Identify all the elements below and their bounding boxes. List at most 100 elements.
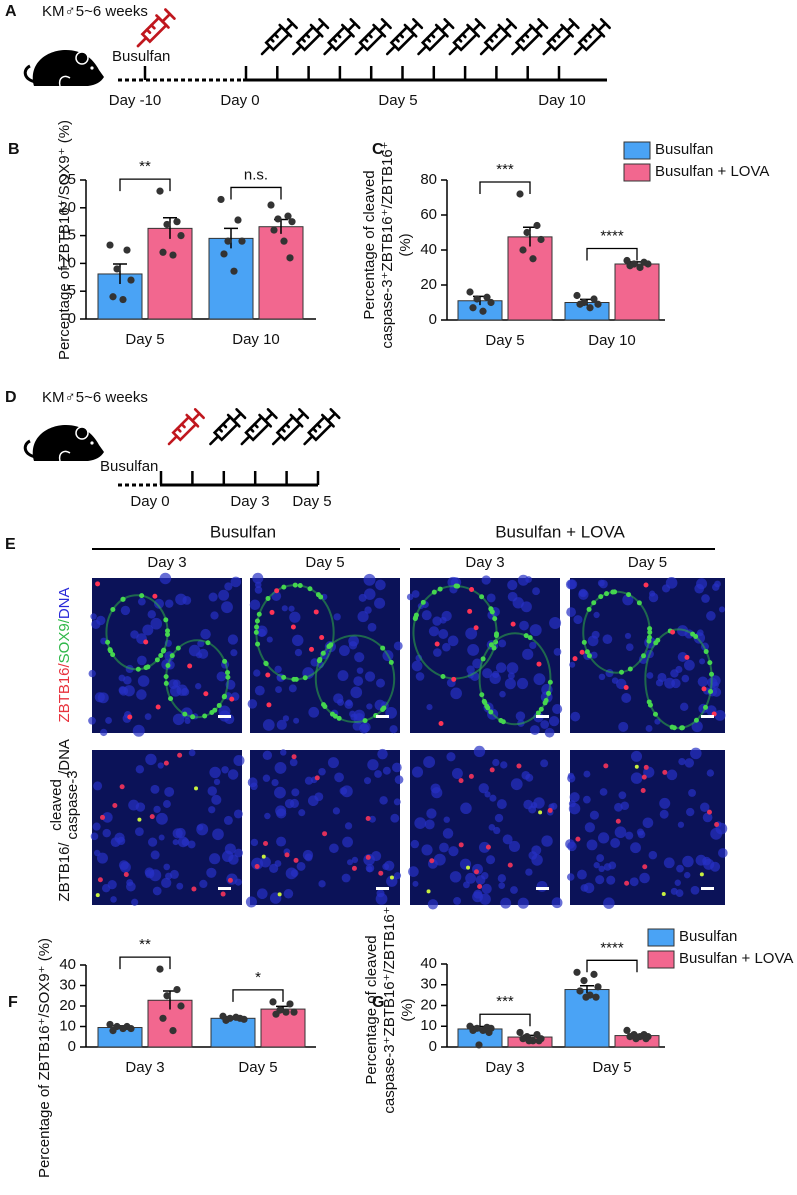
nucleus — [357, 611, 369, 623]
zbtb16-cell — [191, 886, 197, 892]
data-point — [290, 1008, 298, 1016]
nucleus — [102, 828, 111, 838]
nucleus — [274, 665, 282, 673]
nucleus — [589, 810, 599, 820]
micrograph — [565, 577, 726, 733]
sox9-cell — [182, 711, 188, 717]
nucleus — [367, 622, 377, 632]
caspase-cell — [194, 786, 199, 791]
x-tick-label: Day 3 — [485, 1059, 524, 1076]
nucleus — [442, 828, 454, 839]
nucleus — [421, 610, 432, 621]
nucleus — [234, 848, 243, 858]
panel-label: E — [5, 536, 16, 553]
data-point — [594, 300, 602, 308]
nucleus — [432, 616, 442, 626]
nucleus — [675, 889, 684, 897]
nucleus — [502, 834, 513, 845]
sox9-cell — [158, 653, 164, 659]
x-tick-label: Day 10 — [588, 332, 636, 349]
nucleus — [276, 808, 287, 819]
nucleus — [227, 769, 239, 780]
data-point — [525, 1037, 533, 1045]
sox9-cell — [693, 717, 699, 723]
zbtb16-cell — [510, 621, 516, 627]
zbtb16-cell — [163, 760, 169, 766]
nucleus — [522, 648, 534, 660]
y-axis-label: caspase-3⁺ZBTB16⁺/ZBTB16⁺ — [379, 141, 396, 348]
sox9-cell — [254, 618, 260, 624]
data-point — [159, 1014, 167, 1022]
data-point — [113, 265, 121, 273]
panel-label: D — [5, 389, 17, 406]
nucleus — [218, 589, 230, 601]
nucleus — [137, 675, 150, 687]
row-label-part: DNA — [56, 587, 73, 619]
nucleus — [540, 720, 550, 729]
data-point — [270, 226, 278, 234]
bar — [208, 237, 254, 320]
nucleus — [423, 756, 436, 769]
data-point — [576, 300, 584, 308]
nucleus — [341, 873, 351, 883]
zbtb16-cell — [641, 774, 647, 780]
zbtb16-cell — [623, 684, 629, 690]
nucleus — [439, 842, 449, 853]
data-point — [127, 276, 135, 284]
nucleus — [694, 583, 705, 594]
group-label: Busulfan — [210, 522, 276, 541]
micrograph — [406, 574, 563, 738]
nucleus — [208, 806, 216, 814]
nucleus — [593, 611, 600, 619]
sox9-cell — [586, 606, 592, 612]
zbtb16-cell — [263, 840, 269, 846]
x-tick-label: Day 5 — [238, 1059, 277, 1076]
sox9-cell — [380, 645, 386, 651]
nucleus — [250, 782, 258, 791]
day-label: Day 3 — [230, 493, 269, 510]
x-tick-label: Day 5 — [125, 331, 164, 348]
micrograph — [90, 749, 245, 906]
nucleus — [262, 750, 273, 761]
zbtb16-cell — [290, 624, 296, 630]
nucleus — [165, 599, 174, 608]
data-point — [479, 1026, 487, 1034]
nucleus — [430, 783, 441, 794]
sox9-cell — [160, 648, 166, 654]
scale-bar — [536, 715, 549, 718]
nucleus — [150, 850, 160, 860]
sox9-cell — [209, 710, 215, 716]
nucleus — [207, 786, 218, 796]
data-point — [537, 235, 545, 244]
nucleus — [494, 813, 504, 823]
nucleus — [482, 668, 493, 679]
sox9-cell — [163, 680, 169, 686]
nucleus — [353, 676, 364, 686]
data-point — [573, 291, 581, 300]
zbtb16-cell — [468, 773, 474, 779]
sox9-cell — [626, 592, 632, 598]
sox9-cell — [321, 702, 327, 708]
sox9-cell — [302, 675, 308, 681]
nucleus — [528, 851, 538, 860]
nucleus — [264, 812, 271, 820]
sox9-cell — [480, 656, 486, 662]
sox9-cell — [165, 631, 171, 637]
zbtb16-cell — [365, 854, 371, 860]
sox9-cell — [165, 628, 171, 634]
sox9-cell — [546, 690, 552, 696]
data-point — [582, 993, 590, 1001]
nucleus — [254, 586, 263, 594]
significance-label: **** — [600, 939, 624, 956]
nucleus — [481, 883, 492, 894]
nucleus — [508, 840, 521, 853]
nucleus — [227, 634, 239, 645]
sox9-cell — [336, 715, 342, 721]
nucleus — [172, 679, 181, 688]
zbtb16-cell — [95, 581, 101, 587]
nucleus — [375, 579, 386, 591]
significance-bracket — [479, 181, 531, 194]
nucleus — [496, 799, 507, 810]
y-axis-label: (%) — [399, 998, 416, 1021]
nucleus — [150, 617, 163, 630]
